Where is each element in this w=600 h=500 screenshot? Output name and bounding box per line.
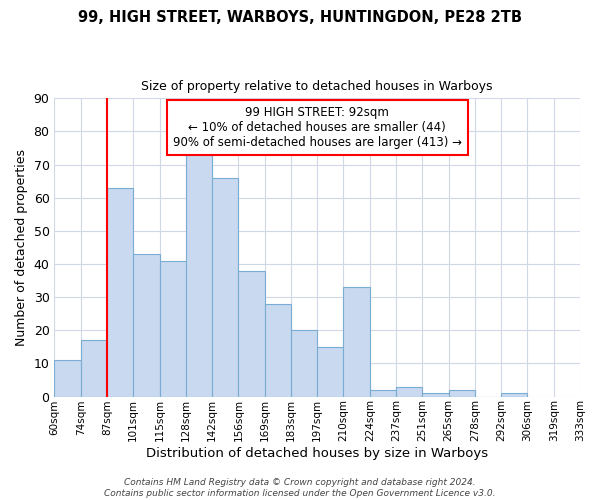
Text: Contains HM Land Registry data © Crown copyright and database right 2024.
Contai: Contains HM Land Registry data © Crown c… <box>104 478 496 498</box>
Bar <box>160 260 186 396</box>
Bar <box>291 330 317 396</box>
X-axis label: Distribution of detached houses by size in Warboys: Distribution of detached houses by size … <box>146 447 488 460</box>
Bar <box>133 254 160 396</box>
Bar <box>343 287 370 397</box>
Bar <box>212 178 238 396</box>
Bar <box>265 304 291 396</box>
Y-axis label: Number of detached properties: Number of detached properties <box>15 149 28 346</box>
Bar <box>449 390 475 396</box>
Bar <box>80 340 107 396</box>
Text: 99, HIGH STREET, WARBOYS, HUNTINGDON, PE28 2TB: 99, HIGH STREET, WARBOYS, HUNTINGDON, PE… <box>78 10 522 25</box>
Bar <box>370 390 396 396</box>
Bar <box>238 270 265 396</box>
Bar <box>107 188 133 396</box>
Bar <box>422 393 449 396</box>
Title: Size of property relative to detached houses in Warboys: Size of property relative to detached ho… <box>142 80 493 93</box>
Bar <box>317 347 343 397</box>
Text: 99 HIGH STREET: 92sqm
← 10% of detached houses are smaller (44)
90% of semi-deta: 99 HIGH STREET: 92sqm ← 10% of detached … <box>173 106 462 149</box>
Bar <box>396 386 422 396</box>
Bar <box>501 393 527 396</box>
Bar <box>186 148 212 396</box>
Bar <box>55 360 80 397</box>
